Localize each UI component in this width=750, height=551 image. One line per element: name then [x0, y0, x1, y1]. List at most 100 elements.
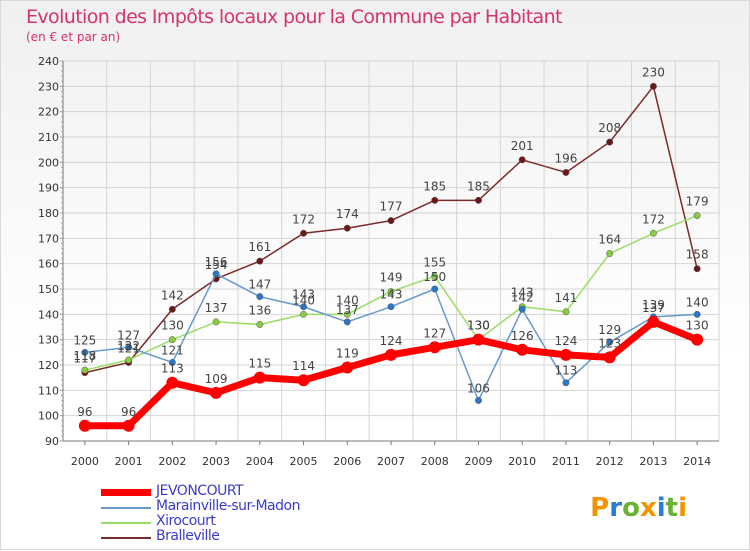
data-point — [168, 359, 176, 366]
x-tick-label: 2009 — [464, 455, 492, 468]
legend-label: Marainville-sur-Madon — [156, 498, 300, 514]
y-tick-label: 190 — [38, 182, 59, 195]
data-label: 185 — [423, 179, 446, 193]
x-tick-label: 2012 — [596, 455, 624, 468]
data-point — [649, 82, 657, 90]
data-point — [210, 386, 223, 399]
data-point — [78, 419, 91, 432]
y-tick-label: 160 — [38, 258, 59, 271]
data-point — [559, 348, 572, 361]
data-point — [518, 156, 526, 164]
data-point — [212, 270, 220, 278]
data-label: 143 — [380, 288, 403, 302]
data-point — [562, 379, 570, 387]
data-label: 117 — [73, 352, 96, 366]
data-point — [81, 366, 89, 374]
logo-letter: i — [656, 493, 666, 523]
data-label: 140 — [686, 295, 709, 309]
data-label: 124 — [554, 334, 577, 348]
legend-swatch — [101, 537, 151, 539]
data-label: 130 — [467, 319, 490, 333]
x-tick-label: 2011 — [552, 455, 580, 468]
data-point — [472, 333, 485, 346]
logo-letter: x — [639, 493, 657, 523]
data-point — [122, 419, 135, 432]
data-point — [475, 196, 482, 204]
y-tick-label: 150 — [38, 283, 59, 296]
data-point — [431, 196, 439, 204]
y-tick-label: 220 — [38, 106, 59, 119]
data-label: 123 — [598, 336, 621, 350]
data-point — [691, 333, 704, 346]
data-label: 137 — [336, 303, 359, 317]
data-point — [385, 348, 397, 361]
data-point — [606, 338, 614, 346]
y-tick-label: 180 — [38, 207, 59, 220]
data-point — [253, 371, 266, 384]
data-label: 208 — [598, 121, 621, 135]
data-point — [606, 250, 614, 257]
y-tick-label: 240 — [38, 55, 59, 68]
data-point — [125, 356, 133, 364]
data-label: 140 — [336, 293, 359, 307]
data-label: 139 — [642, 298, 665, 312]
data-point — [603, 351, 616, 364]
data-label: 172 — [642, 212, 665, 226]
data-label: 154 — [205, 258, 228, 272]
data-label: 141 — [554, 291, 577, 305]
x-tick-label: 2000 — [71, 455, 99, 468]
data-label: 121 — [161, 343, 184, 357]
data-label: 161 — [248, 240, 271, 254]
chart-title: Evolution des Impôts locaux pour la Comm… — [26, 6, 562, 28]
y-tick-label: 200 — [38, 156, 59, 169]
data-label: 96 — [77, 405, 92, 419]
data-label: 147 — [248, 278, 271, 292]
logo-letter: o — [622, 493, 640, 523]
x-tick-label: 2001 — [115, 455, 143, 468]
logo-letter: i — [678, 493, 687, 523]
data-label: 130 — [686, 319, 709, 333]
data-point — [647, 315, 660, 328]
legend-label: Bralleville — [156, 528, 220, 544]
axes: 90 100 110 120 130 140 150 160 170 180 190 200 210 22… — [38, 55, 719, 468]
data-point — [256, 321, 264, 328]
data-label: 174 — [336, 207, 359, 221]
data-label: 118 — [73, 349, 96, 363]
x-tick-label: 2014 — [683, 455, 711, 468]
x-tick-label: 2004 — [246, 455, 274, 468]
data-label: 158 — [686, 248, 709, 262]
data-label: 114 — [292, 359, 315, 373]
data-point — [606, 138, 614, 146]
data-label: 142 — [511, 290, 534, 304]
x-tick-label: 2007 — [377, 455, 405, 468]
data-point — [387, 217, 395, 225]
x-tick-label: 2010 — [508, 455, 536, 468]
data-point — [562, 169, 570, 176]
data-label: 196 — [554, 151, 577, 165]
data-point — [343, 310, 351, 318]
data-point — [341, 361, 354, 374]
data-point — [300, 303, 307, 311]
logo-letter: P — [590, 493, 610, 523]
legend-label: Xirocourt — [156, 513, 216, 529]
y-tick-label: 170 — [38, 232, 59, 245]
data-label: 119 — [336, 347, 359, 361]
data-label: 136 — [248, 303, 271, 317]
data-point — [256, 257, 264, 265]
data-point — [431, 272, 439, 280]
data-label: 149 — [380, 271, 403, 285]
data-point — [518, 305, 526, 313]
data-label: 164 — [598, 233, 621, 247]
data-point — [693, 310, 701, 318]
y-tick-label: 110 — [38, 384, 59, 397]
series-layer — [78, 82, 704, 432]
data-point — [693, 212, 701, 219]
y-tick-label: 120 — [38, 359, 59, 372]
data-point — [168, 305, 176, 313]
data-label: 155 — [423, 255, 446, 269]
data-label: 113 — [554, 364, 577, 378]
grid — [62, 60, 720, 441]
data-label: 137 — [642, 301, 665, 315]
data-label: 201 — [511, 139, 534, 153]
